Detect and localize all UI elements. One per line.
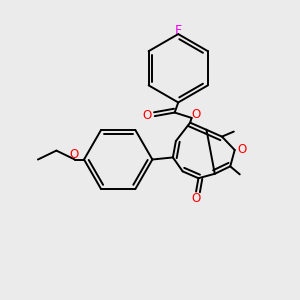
Text: O: O (191, 192, 201, 205)
Text: O: O (191, 108, 200, 122)
Text: F: F (175, 24, 182, 37)
Text: O: O (143, 109, 152, 122)
Text: O: O (70, 148, 79, 161)
Text: O: O (238, 143, 247, 156)
